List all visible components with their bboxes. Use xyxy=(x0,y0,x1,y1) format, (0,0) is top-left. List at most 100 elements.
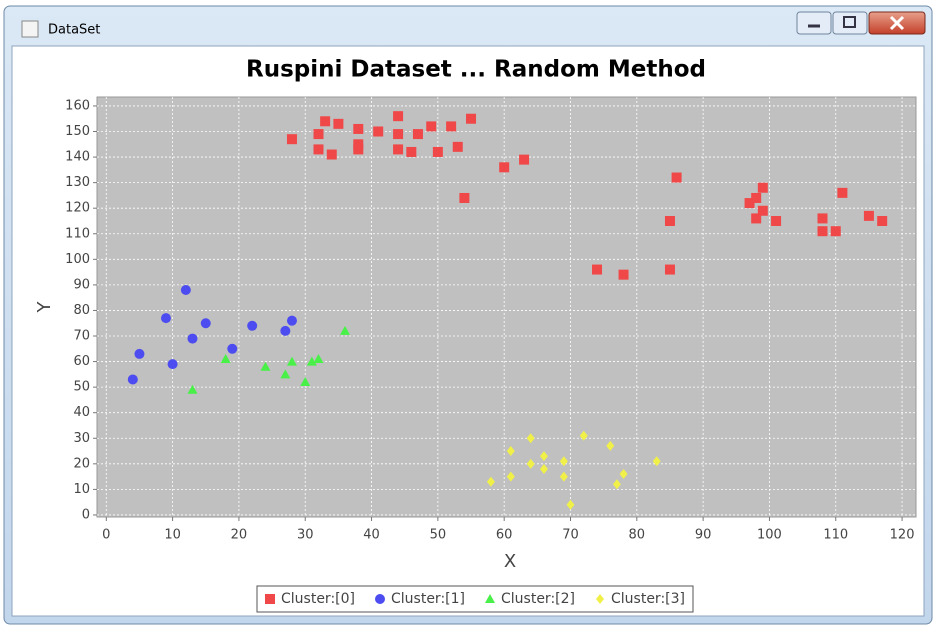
legend-label: Cluster:[2] xyxy=(501,591,575,607)
marker xyxy=(506,446,515,457)
marker xyxy=(280,325,291,336)
close-glyph xyxy=(889,15,905,31)
y-tick-label: 110 xyxy=(65,226,90,241)
y-tick-label: 130 xyxy=(65,175,90,190)
marker xyxy=(300,377,311,387)
x-tick-label: 10 xyxy=(164,528,181,543)
marker xyxy=(320,116,331,127)
marker xyxy=(671,172,682,183)
marker xyxy=(375,594,385,604)
app-icon xyxy=(21,20,39,38)
marker xyxy=(200,318,211,329)
x-tick-label: 40 xyxy=(363,528,380,543)
y-tick-label: 120 xyxy=(65,201,90,216)
marker xyxy=(340,325,351,335)
marker xyxy=(412,129,423,140)
marker xyxy=(393,111,404,122)
marker xyxy=(260,361,271,371)
legend-label: Cluster:[0] xyxy=(281,591,355,607)
marker xyxy=(664,264,675,275)
y-tick-label: 90 xyxy=(73,277,90,292)
y-tick-label: 60 xyxy=(73,354,90,369)
chart-title: Ruspini Dataset ... Random Method xyxy=(246,57,706,83)
marker xyxy=(306,356,317,366)
marker xyxy=(187,333,198,344)
y-tick-label: 100 xyxy=(65,252,90,267)
marker xyxy=(559,456,568,467)
marker xyxy=(771,215,782,226)
marker xyxy=(526,433,535,444)
marker xyxy=(506,471,515,482)
marker xyxy=(160,313,171,324)
x-tick-label: 30 xyxy=(297,528,314,543)
marker xyxy=(526,458,535,469)
marker xyxy=(486,476,495,487)
marker xyxy=(539,463,548,474)
marker xyxy=(664,215,675,226)
x-tick-label: 80 xyxy=(629,528,646,543)
marker xyxy=(127,374,138,385)
marker xyxy=(751,192,762,203)
maximize-glyph xyxy=(843,16,856,28)
marker xyxy=(877,215,888,226)
legend-label: Cluster:[1] xyxy=(391,591,465,607)
marker xyxy=(247,320,258,331)
marker xyxy=(446,121,457,132)
marker xyxy=(265,594,275,604)
marker xyxy=(227,343,238,354)
x-tick-label: 90 xyxy=(695,528,712,543)
marker xyxy=(817,213,828,224)
plot-area xyxy=(96,96,917,518)
y-tick-label: 30 xyxy=(73,431,90,446)
marker xyxy=(393,144,404,155)
window-controls xyxy=(796,11,926,35)
y-tick-label: 50 xyxy=(73,380,90,395)
marker xyxy=(426,121,437,132)
marker xyxy=(406,146,417,157)
marker xyxy=(612,479,621,490)
y-tick-label: 80 xyxy=(73,303,90,318)
marker xyxy=(313,129,324,140)
y-tick-label: 140 xyxy=(65,150,90,165)
y-tick-label: 20 xyxy=(73,456,90,471)
minimize-button[interactable] xyxy=(796,11,832,35)
marker xyxy=(393,129,404,140)
marker xyxy=(744,198,755,209)
legend xyxy=(256,585,694,613)
marker xyxy=(757,182,768,193)
marker xyxy=(180,285,191,296)
marker xyxy=(566,499,575,510)
marker xyxy=(432,146,443,157)
marker xyxy=(837,187,848,198)
x-tick-label: 70 xyxy=(562,528,579,543)
marker xyxy=(134,348,145,359)
marker xyxy=(452,141,463,152)
marker xyxy=(280,369,291,379)
marker xyxy=(167,359,178,370)
legend-label: Cluster:[3] xyxy=(611,591,685,607)
plot-layer: 0 10 20 30 40 50 60 70 80 90 100 110 120 0 10 20 30 40 50 6… xyxy=(65,97,916,607)
x-axis-label: X xyxy=(504,551,516,572)
marker xyxy=(830,226,841,237)
marker xyxy=(353,139,364,150)
x-tick-label: 50 xyxy=(430,528,447,543)
y-tick-label: 0 xyxy=(82,507,90,522)
maximize-button[interactable] xyxy=(832,11,868,35)
x-tick-label: 100 xyxy=(757,528,782,543)
marker xyxy=(353,123,364,134)
marker xyxy=(499,162,510,173)
marker xyxy=(606,440,615,451)
x-tick-label: 110 xyxy=(823,528,848,543)
marker xyxy=(313,354,324,364)
window-title: DataSet xyxy=(48,23,100,38)
marker xyxy=(220,354,231,364)
y-tick-label: 40 xyxy=(73,405,90,420)
marker xyxy=(592,264,603,275)
y-tick-label: 70 xyxy=(73,329,90,344)
y-tick-label: 160 xyxy=(65,98,90,113)
marker xyxy=(757,205,768,216)
marker xyxy=(751,213,762,224)
x-tick-label: 20 xyxy=(231,528,248,543)
marker xyxy=(652,456,661,467)
marker xyxy=(619,469,628,480)
